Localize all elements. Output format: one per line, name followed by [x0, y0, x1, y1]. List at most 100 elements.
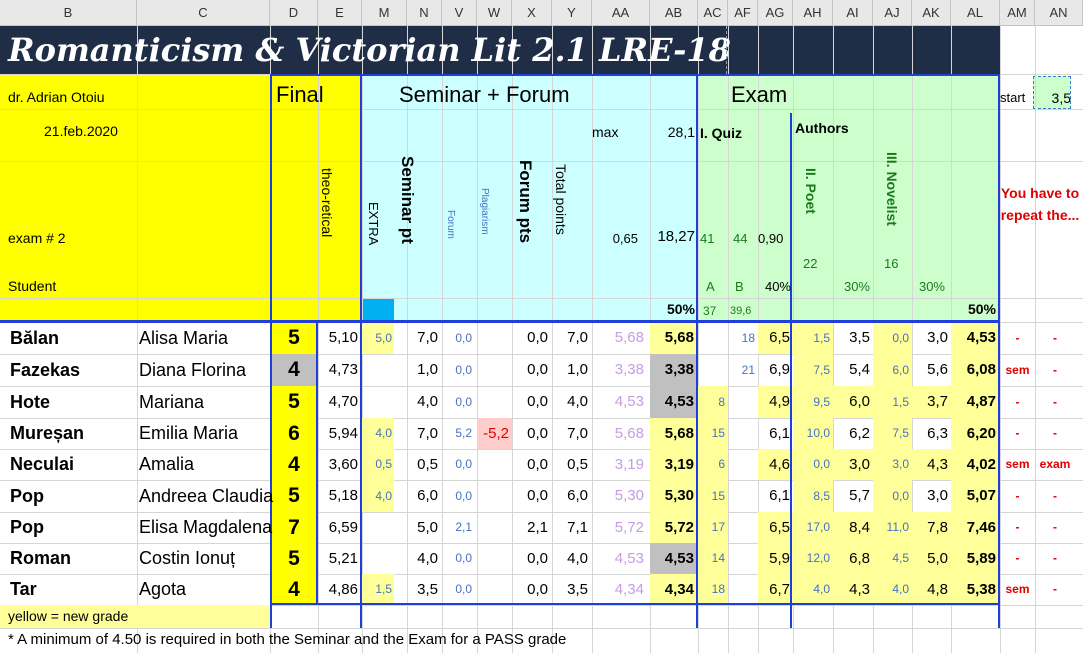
quiz-B: B — [735, 279, 744, 294]
column-header[interactable]: N — [407, 0, 442, 26]
column-header[interactable]: AJ — [873, 0, 912, 26]
exam-grade-bg — [951, 418, 1000, 449]
grid-row-line — [0, 298, 1083, 299]
nov-raw-bg — [873, 386, 912, 418]
column-header[interactable]: AG — [758, 0, 793, 26]
theoretical-grade: 4,86 — [328, 581, 358, 598]
plagiarism-label: Plagiarism — [479, 188, 490, 235]
final-grade: 5 — [288, 326, 300, 349]
plagiarism-points — [477, 322, 509, 354]
column-header[interactable]: AH — [793, 0, 833, 26]
extra-points — [362, 512, 392, 543]
student-first-name: Costin Ionuț — [139, 548, 236, 568]
novel-raw: 4,0 — [892, 582, 909, 596]
quiz-bg — [758, 386, 793, 418]
poet-raw-bg — [793, 322, 833, 354]
novel-grade: 7,8 — [927, 519, 948, 536]
plag-cell-bg — [477, 418, 512, 449]
final-cell-bg — [270, 543, 318, 574]
quiz-a — [698, 354, 725, 386]
forum-pts-label: Forum pts — [516, 160, 535, 244]
column-header[interactable]: W — [477, 0, 512, 26]
novel-raw: 6,0 — [892, 363, 909, 377]
column-header[interactable]: D — [270, 0, 318, 26]
forum-pts: 0,0 — [527, 329, 548, 346]
column-header[interactable]: Y — [552, 0, 592, 26]
forum-points: 2,1 — [455, 520, 472, 534]
forum-points: 0,0 — [455, 363, 472, 377]
column-header[interactable]: V — [442, 0, 477, 26]
final-grade: 4 — [288, 358, 300, 381]
grid-row-line — [0, 386, 1083, 387]
final-cell-bg — [270, 322, 318, 354]
novel-raw: 4,5 — [892, 551, 909, 565]
grid-row-line — [0, 605, 1083, 606]
quiz-44: 44 — [733, 231, 748, 246]
repeat-seminar: sem — [1005, 363, 1030, 377]
exam-grade-bg — [951, 386, 1000, 418]
column-header[interactable]: AL — [951, 0, 1000, 26]
grid-col-line — [442, 26, 443, 653]
seminar-points: 7,0 — [417, 329, 438, 346]
quiz-37: 37 — [703, 304, 717, 318]
start-label: start — [1000, 90, 1026, 105]
quiz-bg — [758, 543, 793, 574]
novel-grade: 5,6 — [927, 361, 948, 378]
student-first-name: Emilia Maria — [139, 423, 239, 443]
exam-grade-bg — [951, 543, 1000, 574]
column-header[interactable]: AN — [1035, 0, 1083, 26]
repeat-seminar: - — [1015, 520, 1020, 534]
quiz-a: 15 — [711, 426, 725, 440]
extra-cell-bg — [362, 480, 394, 512]
grid-col-line — [1035, 26, 1036, 653]
student-last-name: Mureșan — [10, 423, 85, 443]
border-final-d — [316, 322, 318, 605]
grid-row-line — [0, 480, 1083, 481]
footer-note: * A minimum of 4.50 is required in both … — [8, 631, 567, 648]
max-value: 28,1 — [667, 124, 695, 140]
column-header[interactable]: AF — [728, 0, 758, 26]
plagiarism-points: -5,2 — [483, 425, 509, 442]
novel-raw: 7,5 — [892, 426, 909, 440]
column-header[interactable]: AK — [912, 0, 951, 26]
column-header[interactable]: AI — [833, 0, 873, 26]
column-header[interactable]: B — [0, 0, 137, 26]
column-header[interactable]: E — [318, 0, 362, 26]
exam-grade: 6,08 — [966, 361, 996, 378]
quiz-bg — [758, 449, 793, 480]
student-first-name: Diana Florina — [139, 360, 247, 380]
exam-number: exam # 2 — [8, 230, 66, 246]
sem-grade-bg — [650, 386, 698, 418]
nov-bg — [912, 449, 951, 480]
novel-raw: 1,5 — [892, 395, 909, 409]
exam-grade: 5,89 — [966, 550, 996, 567]
poet-bg — [833, 512, 873, 543]
novel-grade: 5,0 — [927, 550, 948, 567]
forum-pts: 0,0 — [527, 361, 548, 378]
theoretical-grade: 5,21 — [328, 550, 358, 567]
column-header[interactable]: AB — [650, 0, 698, 26]
points-total: 18,27 — [657, 228, 695, 245]
seminar-grade-raw: 4,34 — [614, 581, 644, 598]
column-header[interactable]: C — [137, 0, 270, 26]
sem-grade-bg — [650, 418, 698, 449]
forum-pts: 0,0 — [527, 456, 548, 473]
exam-grade-bg — [951, 512, 1000, 543]
nov-pct: 30% — [918, 279, 945, 294]
student-first-name: Alisa Maria — [139, 328, 229, 348]
column-header[interactable]: AM — [1000, 0, 1035, 26]
poet-raw: 8,5 — [813, 489, 830, 503]
column-header[interactable]: X — [512, 0, 552, 26]
quiz-grade: 5,9 — [769, 550, 790, 567]
poet-grade: 3,0 — [849, 456, 870, 473]
seminar-grade: 5,68 — [664, 329, 694, 346]
border-final — [270, 74, 362, 628]
theoretical-grade: 5,18 — [328, 487, 358, 504]
quiz-b — [728, 512, 755, 543]
poet-raw-bg — [793, 574, 833, 605]
column-header[interactable]: AA — [592, 0, 650, 26]
student-last-name: Tar — [10, 579, 37, 599]
column-header[interactable]: AC — [698, 0, 728, 26]
column-header[interactable]: M — [362, 0, 407, 26]
forum-pts: 0,0 — [527, 550, 548, 567]
